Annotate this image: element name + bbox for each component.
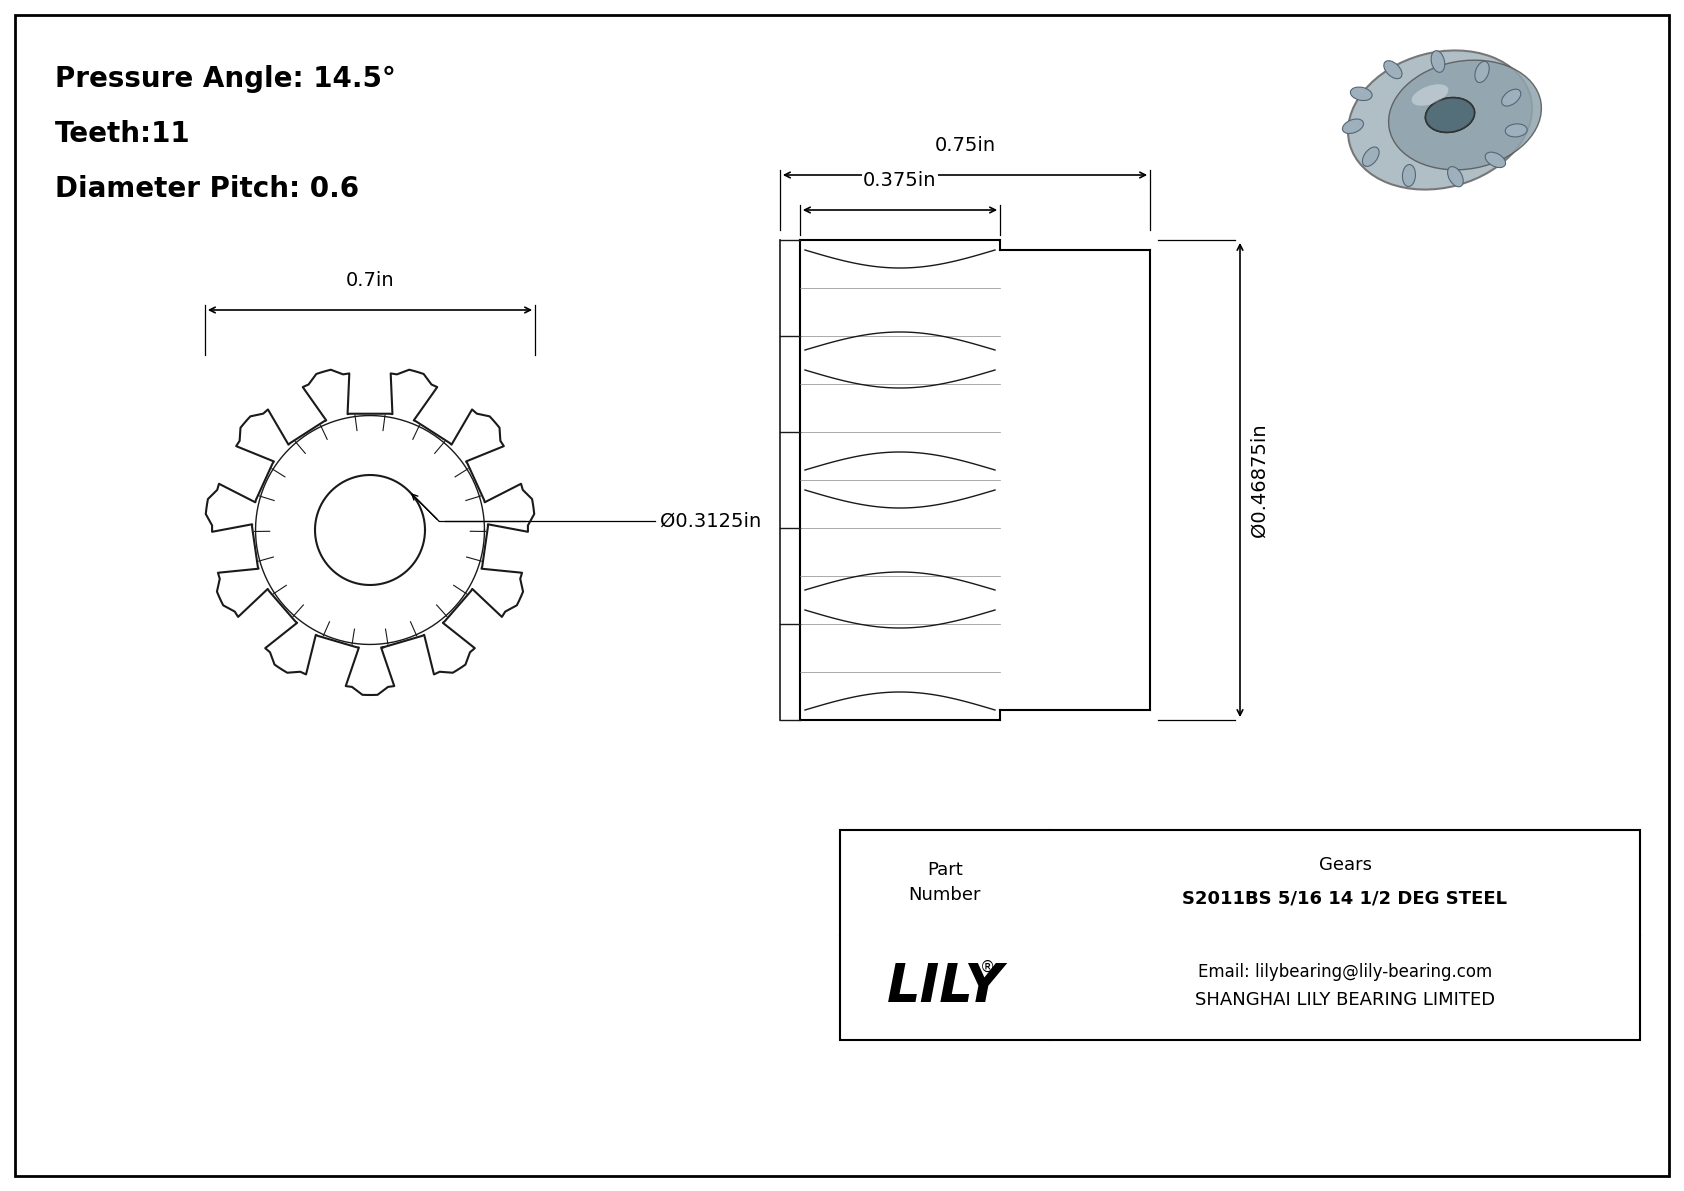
Text: Part
Number: Part Number: [909, 861, 982, 904]
Text: LILY: LILY: [886, 961, 1004, 1014]
Ellipse shape: [1403, 164, 1416, 187]
Ellipse shape: [1384, 61, 1403, 79]
Text: 0.7in: 0.7in: [345, 272, 394, 289]
Text: 0.375in: 0.375in: [864, 172, 936, 191]
Ellipse shape: [1389, 61, 1541, 170]
Ellipse shape: [1425, 98, 1475, 132]
Ellipse shape: [1351, 87, 1372, 100]
Ellipse shape: [1485, 152, 1505, 168]
Text: ®: ®: [980, 960, 995, 975]
Ellipse shape: [1411, 85, 1448, 106]
Text: Email: lilybearing@lily-bearing.com: Email: lilybearing@lily-bearing.com: [1197, 962, 1492, 980]
Ellipse shape: [1342, 119, 1364, 133]
Ellipse shape: [1502, 89, 1521, 106]
Bar: [840, 830, 1640, 1040]
Text: S2011BS 5/16 14 1/2 DEG STEEL: S2011BS 5/16 14 1/2 DEG STEEL: [1182, 890, 1507, 908]
Ellipse shape: [1431, 51, 1445, 73]
Ellipse shape: [1425, 98, 1475, 132]
Text: Diameter Pitch: 0.6: Diameter Pitch: 0.6: [56, 175, 359, 202]
Ellipse shape: [1475, 62, 1489, 82]
Text: 0.75in: 0.75in: [935, 136, 995, 155]
Text: Teeth:11: Teeth:11: [56, 120, 190, 148]
Text: Ø0.46875in: Ø0.46875in: [1250, 423, 1270, 537]
Text: Pressure Angle: 14.5°: Pressure Angle: 14.5°: [56, 66, 396, 93]
Ellipse shape: [1347, 50, 1532, 189]
Text: SHANGHAI LILY BEARING LIMITED: SHANGHAI LILY BEARING LIMITED: [1196, 991, 1495, 1009]
Text: Gears: Gears: [1319, 855, 1371, 874]
Ellipse shape: [1448, 167, 1463, 187]
Ellipse shape: [1362, 146, 1379, 167]
Text: Ø0.3125in: Ø0.3125in: [660, 512, 761, 531]
Ellipse shape: [1505, 124, 1527, 137]
